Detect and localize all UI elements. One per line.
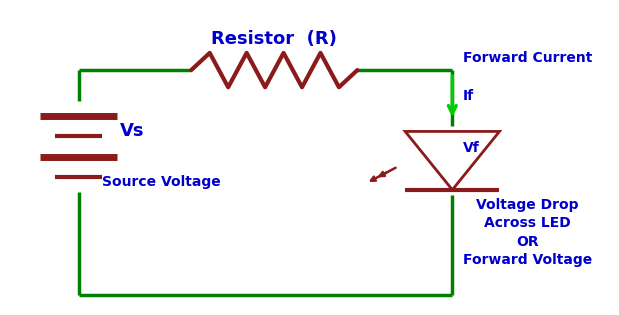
Text: Resistor  (R): Resistor (R) bbox=[212, 30, 337, 48]
Text: Voltage Drop
Across LED
OR
Forward Voltage: Voltage Drop Across LED OR Forward Volta… bbox=[463, 198, 592, 267]
Text: Source Voltage: Source Voltage bbox=[102, 175, 221, 189]
Text: Forward Current: Forward Current bbox=[463, 51, 592, 65]
Text: If: If bbox=[463, 89, 474, 103]
Text: Vf: Vf bbox=[463, 141, 480, 155]
Text: Vs: Vs bbox=[120, 122, 145, 140]
